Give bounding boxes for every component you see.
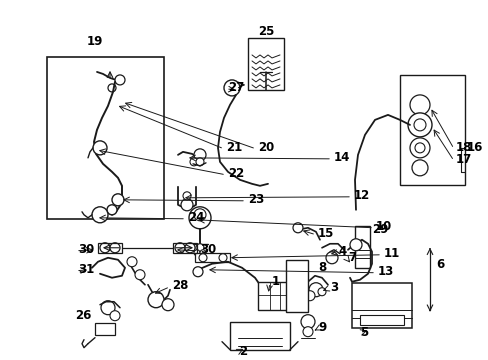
- Text: 4: 4: [337, 245, 346, 258]
- Circle shape: [407, 113, 431, 137]
- Circle shape: [135, 270, 145, 280]
- Circle shape: [107, 205, 117, 215]
- Circle shape: [115, 75, 125, 85]
- Bar: [47, 57, 163, 219]
- Bar: [247, 38, 284, 90]
- Bar: [359, 315, 403, 325]
- Text: 10: 10: [375, 220, 391, 233]
- Text: 7: 7: [347, 251, 355, 264]
- Circle shape: [200, 250, 205, 256]
- Text: 26: 26: [75, 309, 91, 322]
- Bar: [95, 323, 115, 335]
- Circle shape: [196, 244, 203, 252]
- Text: 21: 21: [225, 141, 242, 154]
- Bar: [285, 260, 307, 312]
- Circle shape: [301, 315, 314, 329]
- Circle shape: [349, 239, 361, 251]
- Circle shape: [110, 243, 120, 253]
- Text: 28: 28: [172, 279, 188, 292]
- Circle shape: [409, 138, 429, 158]
- Text: 30: 30: [200, 243, 216, 256]
- Circle shape: [162, 299, 174, 311]
- Circle shape: [148, 292, 163, 308]
- Circle shape: [184, 243, 195, 253]
- Text: 16: 16: [466, 141, 482, 154]
- Circle shape: [193, 267, 203, 277]
- Bar: [354, 226, 369, 268]
- Circle shape: [219, 254, 226, 262]
- Circle shape: [93, 141, 107, 155]
- Circle shape: [194, 149, 205, 161]
- Bar: [195, 253, 229, 262]
- Circle shape: [411, 160, 427, 176]
- Text: 29: 29: [371, 223, 387, 236]
- Text: 13: 13: [377, 265, 393, 278]
- Circle shape: [199, 254, 206, 262]
- Circle shape: [194, 209, 205, 221]
- Text: 24: 24: [187, 211, 204, 224]
- Circle shape: [413, 119, 425, 131]
- Circle shape: [224, 80, 240, 96]
- Text: 27: 27: [227, 81, 244, 94]
- Text: 31: 31: [78, 263, 94, 276]
- Circle shape: [189, 207, 210, 229]
- Text: 6: 6: [435, 258, 443, 271]
- Circle shape: [92, 207, 108, 223]
- Text: 30: 30: [78, 243, 94, 256]
- Text: 25: 25: [257, 26, 274, 39]
- Circle shape: [181, 199, 193, 211]
- Circle shape: [108, 84, 116, 92]
- Text: 23: 23: [247, 193, 264, 206]
- Bar: [399, 75, 464, 185]
- Circle shape: [101, 301, 115, 315]
- Text: 2: 2: [239, 345, 246, 358]
- Text: 17: 17: [455, 153, 471, 166]
- Text: 5: 5: [359, 326, 367, 339]
- Text: 1: 1: [271, 275, 280, 288]
- Circle shape: [317, 288, 325, 296]
- Bar: [351, 283, 411, 328]
- Text: 11: 11: [383, 247, 400, 260]
- Circle shape: [112, 194, 124, 206]
- Circle shape: [175, 243, 184, 253]
- Bar: [258, 282, 297, 310]
- Circle shape: [308, 283, 323, 297]
- Text: 14: 14: [333, 151, 350, 165]
- Bar: [98, 243, 122, 253]
- Circle shape: [100, 243, 110, 253]
- Text: 22: 22: [227, 167, 244, 180]
- Circle shape: [325, 252, 337, 264]
- Circle shape: [127, 257, 137, 267]
- Text: 15: 15: [317, 227, 334, 240]
- Text: 3: 3: [329, 281, 337, 294]
- Circle shape: [110, 311, 120, 321]
- Circle shape: [303, 327, 312, 337]
- Circle shape: [409, 95, 429, 115]
- Circle shape: [305, 291, 314, 301]
- Text: 9: 9: [317, 321, 325, 334]
- Bar: [173, 243, 197, 253]
- Text: 19: 19: [87, 36, 103, 49]
- Circle shape: [414, 143, 424, 153]
- Bar: [229, 322, 289, 350]
- Text: 12: 12: [353, 189, 369, 202]
- Circle shape: [292, 223, 303, 233]
- Circle shape: [196, 158, 203, 166]
- Circle shape: [194, 250, 200, 256]
- Text: 18: 18: [455, 141, 471, 154]
- Circle shape: [190, 158, 198, 166]
- Text: 20: 20: [258, 141, 274, 154]
- Text: 8: 8: [317, 261, 325, 274]
- Circle shape: [183, 192, 191, 200]
